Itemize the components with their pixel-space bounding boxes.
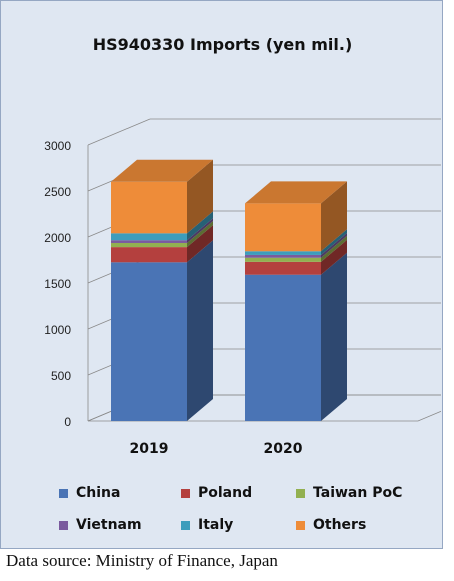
legend-label: Poland bbox=[198, 485, 253, 501]
x-tick-label: 2019 bbox=[130, 441, 169, 457]
y-tick-label: 3000 bbox=[44, 139, 71, 153]
bar-top-2019 bbox=[111, 159, 213, 182]
legend-label: Vietnam bbox=[76, 517, 142, 533]
bar-vietnam-2020 bbox=[245, 254, 321, 258]
y-tick-label: 1500 bbox=[44, 277, 71, 291]
legend-label: Italy bbox=[198, 517, 234, 533]
bar-side-others-2020 bbox=[321, 181, 347, 252]
bar-side-taiwan-poc-2020 bbox=[321, 235, 347, 262]
x-tick-label: 2020 bbox=[264, 441, 303, 457]
plot-area: 0 500 1000 1500 2000 2500 3000 2019 2020 bbox=[23, 73, 441, 473]
gridline-depth bbox=[87, 118, 151, 146]
y-tick-label: 2000 bbox=[44, 231, 71, 245]
y-tick-label: 0 bbox=[64, 415, 71, 429]
legend-item-vietnam: Vietnam bbox=[59, 517, 142, 533]
legend-swatch bbox=[181, 520, 190, 530]
chart-frame: HS940330 Imports (yen mil.) 0 500 1000 1500… bbox=[0, 0, 443, 549]
legend-label: Others bbox=[313, 517, 367, 533]
bar-side-vietnam-2020 bbox=[321, 232, 347, 258]
bar-side-others-2019 bbox=[187, 159, 213, 234]
bar-china-2019 bbox=[111, 262, 187, 421]
y-tick-label: 500 bbox=[51, 369, 71, 383]
legend-item-taiwan-poc: Taiwan PoC bbox=[296, 485, 402, 501]
legend-swatch bbox=[59, 520, 68, 530]
y-tick-label: 1000 bbox=[44, 323, 71, 337]
chart-title: HS940330 Imports (yen mil.) bbox=[92, 35, 353, 54]
legend-item-china: China bbox=[59, 485, 120, 501]
source-note: Data source: Ministry of Finance, Japan bbox=[6, 551, 278, 570]
legend-swatch bbox=[296, 520, 305, 530]
legend-item-poland: Poland bbox=[181, 485, 252, 501]
bar-side-taiwan-poc-2019 bbox=[187, 220, 213, 248]
bar-others-2020 bbox=[245, 203, 321, 252]
bar-side-poland-2020 bbox=[321, 239, 347, 275]
chart-canvas: 0 500 1000 1500 2000 2500 3000 2019 2020 bbox=[44, 118, 441, 457]
legend-label: China bbox=[76, 485, 121, 501]
bar-others-2019 bbox=[111, 181, 187, 234]
bar-side-italy-2019 bbox=[187, 211, 213, 241]
bar-vietnam-2019 bbox=[111, 240, 187, 243]
bar-poland-2019 bbox=[111, 247, 187, 263]
y-tick-label: 2500 bbox=[44, 185, 71, 199]
legend-swatch bbox=[59, 488, 68, 498]
legend-item-others: Others bbox=[296, 517, 366, 533]
bar-top-2020 bbox=[245, 181, 347, 204]
bar-taiwan-poc-2019 bbox=[111, 242, 187, 248]
bar-taiwan-poc-2020 bbox=[245, 257, 321, 262]
legend-label: Taiwan PoC bbox=[313, 485, 403, 501]
bar-side-vietnam-2019 bbox=[187, 218, 213, 243]
bar-side-china-2020 bbox=[321, 252, 347, 421]
legend-swatch bbox=[296, 488, 305, 498]
bar-side-italy-2020 bbox=[321, 229, 347, 255]
bar-poland-2020 bbox=[245, 261, 321, 275]
legend-item-italy: Italy bbox=[181, 517, 233, 533]
bar-italy-2020 bbox=[245, 251, 321, 255]
legend-swatch bbox=[181, 488, 190, 498]
bar-side-china-2019 bbox=[187, 240, 213, 421]
bar-italy-2019 bbox=[111, 233, 187, 241]
bar-side-poland-2019 bbox=[187, 225, 213, 263]
bar-china-2020 bbox=[245, 274, 321, 421]
